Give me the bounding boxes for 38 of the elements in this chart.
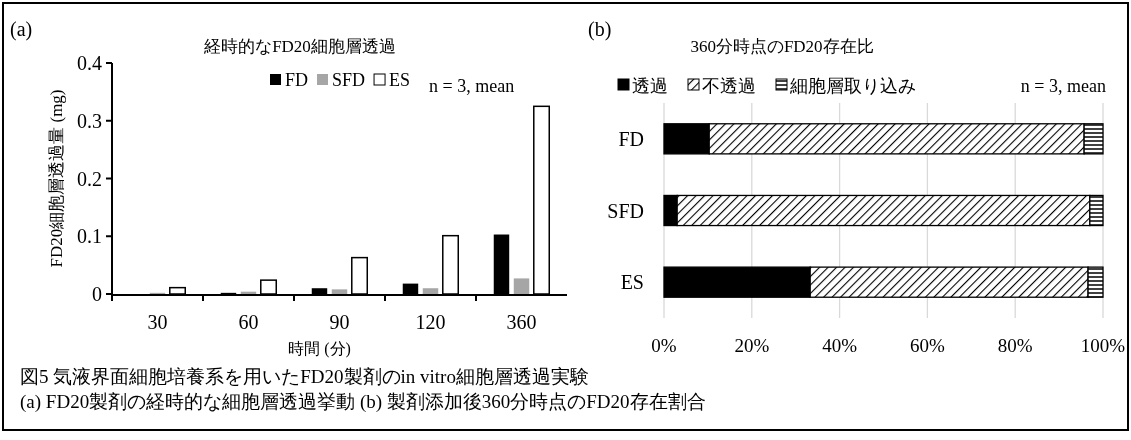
y-tick-label: 0.3 (77, 109, 102, 132)
legend-label: ES (389, 70, 411, 90)
x-tick-label: 60% (909, 335, 945, 356)
bar (331, 289, 348, 294)
x-tick-label: 120 (415, 311, 446, 333)
legend-label: FD (285, 70, 309, 90)
chart-title: 経時的なFD20細胞層透過 (203, 37, 396, 56)
text: (b) (588, 18, 612, 41)
y-tick-label: FD (618, 127, 644, 150)
caption: 図5 気液界面細胞培養系を用いたFD20製剤のin vitro細胞層透過実験 (20, 366, 589, 387)
text: n = 3, mean (1020, 76, 1106, 96)
x-tick-label: 100% (1080, 335, 1126, 356)
y-tick-label: SFD (607, 199, 644, 222)
x-tick-label: 0% (651, 335, 677, 356)
x-tick-label: 20% (734, 335, 770, 356)
legend-label: SFD (332, 70, 366, 90)
y-tick-label: ES (620, 271, 644, 294)
text: (a) (10, 18, 33, 41)
x-tick-label: 80% (997, 335, 1033, 356)
x-axis-title: 時間 (分) (288, 340, 351, 358)
text: (a) FD20製剤の経時的な細胞層透過挙動 (b) 製剤添加後360分時点のFD20存在割合 (20, 391, 706, 413)
x-tick-label: 60 (238, 311, 259, 333)
legend-label: 細胞層取り込み (789, 76, 916, 96)
y-axis-title: FD20細胞層透過量 (mg) (47, 89, 66, 268)
y-tick-label: 0.1 (77, 225, 102, 248)
y-tick-label: 0.2 (77, 167, 102, 190)
x-tick-label: 30 (147, 311, 168, 333)
y-tick-label: 0.4 (77, 52, 102, 74)
chart-title: 360分時点のFD20存在比 (690, 37, 874, 56)
bar (422, 288, 439, 294)
x-tick-label: 90 (329, 311, 350, 333)
y-tick-label: 0 (92, 283, 102, 305)
annotation: n = 3, mean (429, 76, 515, 96)
bar (513, 278, 530, 294)
x-tick-label: 40% (822, 335, 858, 356)
legend-label: 透過 (632, 76, 668, 96)
legend-label: 不透過 (702, 76, 756, 96)
x-tick-label: 360 (506, 311, 537, 333)
